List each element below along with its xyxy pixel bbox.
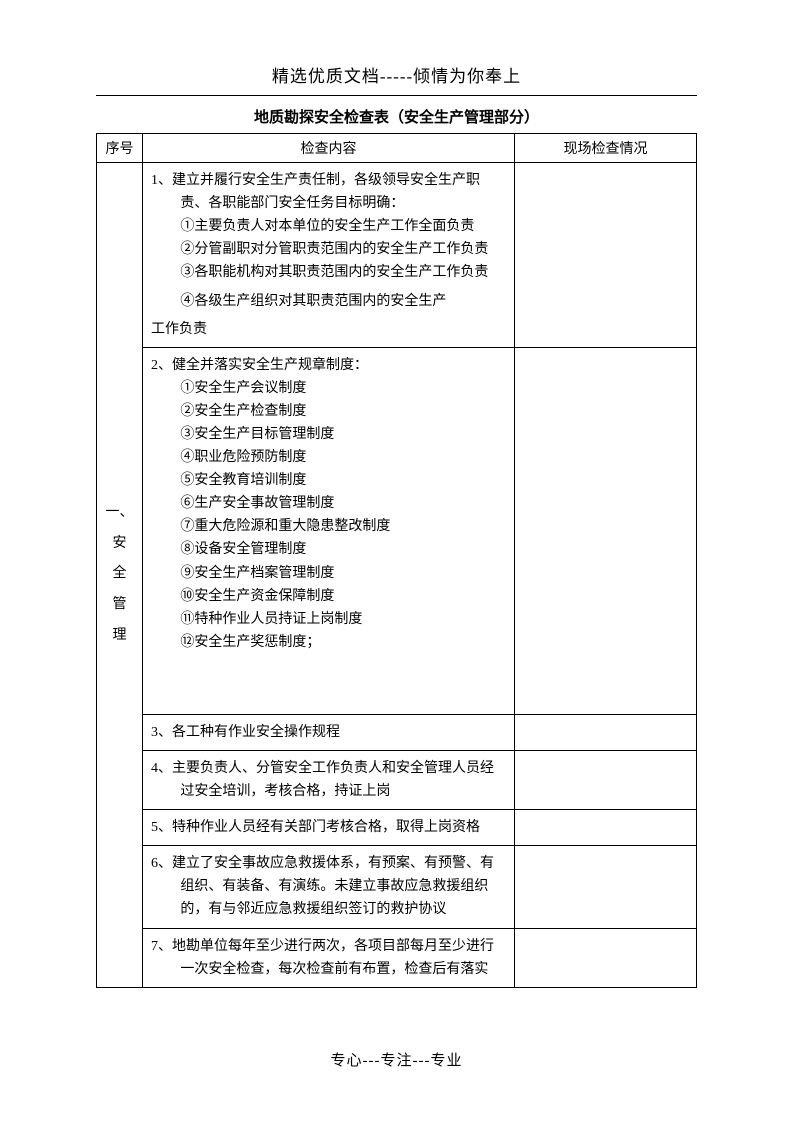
item-tail: 工作负责 [151, 318, 506, 341]
item-text: 6、建立了安全事故应急救援体系，有预案、有预警、有组织、有装备、有演练。未建立事… [151, 852, 506, 921]
item-text: 4、主要负责人、分管安全工作负责人和安全管理人员经过安全培训，考核合格，持证上岗 [151, 757, 506, 803]
status-cell [515, 928, 697, 987]
item-sub: ④各级生产组织对其职责范围内的安全生产 [151, 290, 506, 313]
item-sub: ⑫安全生产奖惩制度； [151, 631, 506, 654]
item-text: 7、地勘单位每年至少进行两次，各项目部每月至少进行一次安全检查，每次检查前有布置… [151, 935, 506, 981]
status-cell [515, 714, 697, 750]
content-cell: 4、主要负责人、分管安全工作负责人和安全管理人员经过安全培训，考核合格，持证上岗 [143, 750, 515, 809]
table-row: 2、健全并落实安全生产规章制度： ①安全生产会议制度 ②安全生产检查制度 ③安全… [97, 347, 697, 714]
section-label-line: 一、 [101, 498, 138, 529]
table-title: 地质勘探安全检查表（安全生产管理部分） [96, 106, 697, 127]
col-status: 现场检查情况 [515, 134, 697, 163]
content-cell: 6、建立了安全事故应急救援体系，有预案、有预警、有组织、有装备、有演练。未建立事… [143, 846, 515, 928]
table-row: 7、地勘单位每年至少进行两次，各项目部每月至少进行一次安全检查，每次检查前有布置… [97, 928, 697, 987]
status-cell [515, 347, 697, 714]
status-cell [515, 810, 697, 846]
table-row: 一、 安 全 管 理 1、建立并履行安全生产责任制，各级领导安全生产职责、各职能… [97, 163, 697, 348]
item-sub: ⑩安全生产资金保障制度 [151, 585, 506, 608]
checklist-table: 序号 检查内容 现场检查情况 一、 安 全 管 理 1、建立并履行安全生产责任制… [96, 133, 697, 988]
item-sub: ⑦重大危险源和重大隐患整改制度 [151, 515, 506, 538]
item-sub: ③各职能机构对其职责范围内的安全生产工作负责 [151, 261, 506, 284]
item-sub: ⑪特种作业人员持证上岗制度 [151, 608, 506, 631]
content-cell: 7、地勘单位每年至少进行两次，各项目部每月至少进行一次安全检查，每次检查前有布置… [143, 928, 515, 987]
col-content: 检查内容 [143, 134, 515, 163]
item-lead: 2、健全并落实安全生产规章制度： [151, 354, 506, 377]
content-cell: 5、特种作业人员经有关部门考核合格，取得上岗资格 [143, 810, 515, 846]
status-cell [515, 750, 697, 809]
item-sub: ④职业危险预防制度 [151, 446, 506, 469]
item-sub: ⑨安全生产档案管理制度 [151, 562, 506, 585]
item-sub: ①安全生产会议制度 [151, 377, 506, 400]
section-label: 一、 安 全 管 理 [97, 163, 143, 988]
table-row: 4、主要负责人、分管安全工作负责人和安全管理人员经过安全培训，考核合格，持证上岗 [97, 750, 697, 809]
table-row: 3、各工种有作业安全操作规程 [97, 714, 697, 750]
table-row: 6、建立了安全事故应急救援体系，有预案、有预警、有组织、有装备、有演练。未建立事… [97, 846, 697, 928]
item-sub: ⑤安全教育培训制度 [151, 469, 506, 492]
item-lead: 1、建立并履行安全生产责任制，各级领导安全生产职责、各职能部门安全任务目标明确： [151, 169, 506, 215]
content-cell: 3、各工种有作业安全操作规程 [143, 714, 515, 750]
section-label-line: 全 [101, 559, 138, 590]
table-header-row: 序号 检查内容 现场检查情况 [97, 134, 697, 163]
page-footer: 专心---专注---专业 [0, 1049, 793, 1070]
table-row: 5、特种作业人员经有关部门考核合格，取得上岗资格 [97, 810, 697, 846]
status-cell [515, 163, 697, 348]
status-cell [515, 846, 697, 928]
content-cell: 1、建立并履行安全生产责任制，各级领导安全生产职责、各职能部门安全任务目标明确：… [143, 163, 515, 348]
content-cell: 2、健全并落实安全生产规章制度： ①安全生产会议制度 ②安全生产检查制度 ③安全… [143, 347, 515, 714]
item-sub: ①主要负责人对本单位的安全生产工作全面负责 [151, 215, 506, 238]
item-sub: ⑥生产安全事故管理制度 [151, 492, 506, 515]
header-underline [96, 95, 697, 96]
section-label-line: 管 [101, 590, 138, 621]
item-text: 5、特种作业人员经有关部门考核合格，取得上岗资格 [151, 816, 506, 839]
item-sub: ②安全生产检查制度 [151, 400, 506, 423]
item-sub: ⑧设备安全管理制度 [151, 538, 506, 561]
section-label-line: 安 [101, 529, 138, 560]
col-seq: 序号 [97, 134, 143, 163]
page-header: 精选优质文档-----倾情为你奉上 [96, 62, 697, 87]
item-sub: ③安全生产目标管理制度 [151, 423, 506, 446]
item-sub: ②分管副职对分管职责范围内的安全生产工作负责 [151, 238, 506, 261]
item-text: 3、各工种有作业安全操作规程 [151, 721, 506, 744]
section-label-line: 理 [101, 621, 138, 652]
